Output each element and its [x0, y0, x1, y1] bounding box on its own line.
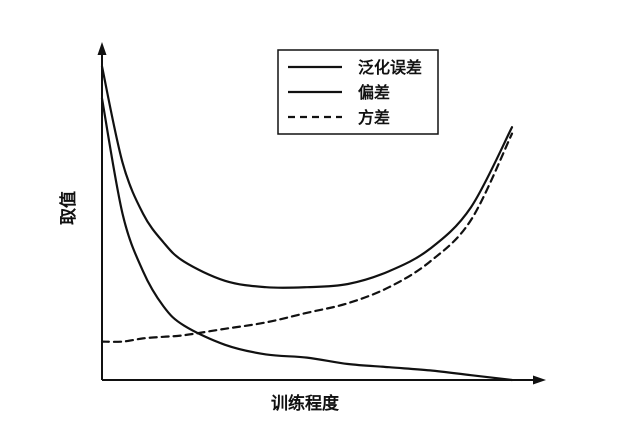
legend-label-2: 偏差	[358, 83, 390, 102]
x-axis-arrow-icon	[533, 375, 546, 385]
y-axis-arrow-icon	[97, 42, 107, 55]
x-axis-label: 训练程度	[271, 393, 340, 414]
series-3-line	[100, 132, 514, 343]
axes-layer	[97, 42, 546, 385]
y-axis-label: 取值	[58, 191, 79, 225]
plot-area	[97, 42, 546, 385]
legend-label-3: 方差	[358, 108, 390, 127]
series-layer	[100, 65, 514, 382]
legend-label-1: 泛化误差	[358, 58, 422, 77]
series-1-line	[100, 65, 514, 289]
series-2-line	[100, 97, 514, 382]
